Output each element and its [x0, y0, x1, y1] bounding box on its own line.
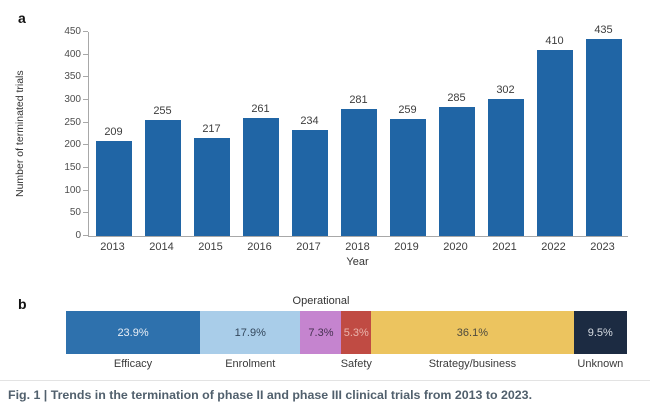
bar-2021 — [487, 99, 524, 236]
bar-value-label: 255 — [153, 105, 172, 118]
x-tick-label-2017: 2017 — [296, 241, 321, 253]
x-tick-label-2018: 2018 — [345, 241, 370, 253]
segment-label-unknown: Unknown — [577, 358, 624, 370]
y-tick-label: 150 — [64, 162, 81, 173]
y-tick-mark — [83, 53, 88, 55]
bar-value-label: 302 — [496, 84, 515, 97]
y-tick-label: 350 — [64, 71, 81, 83]
y-tick-label: 50 — [69, 207, 81, 219]
y-tick-label: 0 — [75, 230, 81, 241]
bar-2019 — [389, 118, 426, 236]
x-axis-tick-labels: 2013 2014 2015 2016 2017 2018 2019 2020 2021 2022… — [88, 241, 627, 253]
y-tick-mark — [83, 31, 88, 32]
x-tick-label-2021: 2021 — [492, 241, 517, 253]
bar-2020 — [438, 106, 475, 236]
bar-2017 — [291, 129, 328, 236]
x-tick-label-2020: 2020 — [443, 241, 468, 253]
segment-label-enrolment: Enrolment — [225, 358, 276, 370]
bar-column-2022: 410 — [530, 35, 579, 236]
y-tick-mark — [83, 167, 88, 168]
bar-column-2014: 255 — [138, 105, 187, 236]
y-tick-mark — [83, 99, 88, 100]
x-tick-label-2023: 2023 — [590, 241, 615, 253]
bar-2016 — [242, 117, 279, 236]
bar-column-2015: 217 — [187, 123, 236, 236]
segment-efficacy: 23.9% — [66, 311, 201, 354]
bar-value-label: 259 — [398, 103, 417, 116]
bar-value-label: 261 — [251, 102, 270, 115]
bar-column-2018: 281 — [334, 94, 383, 236]
segment-safety: 5.3% — [341, 311, 372, 354]
x-axis-title: Year — [346, 256, 369, 268]
bar-value-label: 209 — [104, 126, 123, 139]
y-tick-mark — [83, 144, 88, 146]
bar-2018 — [340, 108, 377, 236]
x-tick-label-2019: 2019 — [394, 241, 419, 253]
segment-operational: 7.3% — [300, 311, 342, 354]
bar-value-label: 281 — [349, 93, 368, 106]
segment-enrolment: 17.9% — [200, 311, 301, 354]
bar-chart-plot-area: 209 255 217 261 234 281 259 285 302 410 435 0 50 100… — [64, 24, 628, 241]
bar-column-2017: 234 — [285, 115, 334, 236]
y-tick-mark — [83, 212, 88, 214]
x-tick-label-2022: 2022 — [541, 241, 566, 253]
x-tick-label-2016: 2016 — [247, 241, 272, 253]
panel-a-label: a — [18, 10, 26, 26]
bar-column-2019: 259 — [383, 104, 432, 236]
bar-value-label: 234 — [300, 114, 319, 127]
segment-strategy-business: 36.1% — [371, 311, 574, 354]
x-tick-label-2014: 2014 — [149, 241, 174, 253]
segment-label-strategy-business: Strategy/business — [428, 358, 517, 370]
y-tick-label: 400 — [64, 48, 81, 60]
y-tick-label: 250 — [64, 116, 81, 128]
bar-2013 — [95, 141, 132, 236]
bar-2014 — [144, 120, 181, 236]
caption-divider — [0, 380, 650, 381]
figure-caption: Fig. 1 | Trends in the termination of ph… — [8, 388, 533, 402]
y-tick-label: 300 — [64, 94, 81, 105]
y-tick-mark — [83, 235, 88, 236]
segment-label-safety: Safety — [340, 358, 372, 370]
panel-b-label: b — [18, 296, 27, 312]
y-tick-label: 200 — [64, 139, 81, 151]
bar-column-2021: 302 — [481, 84, 530, 236]
y-tick-mark — [83, 76, 88, 78]
bars-row: 209 255 217 261 234 281 259 285 302 410 435 — [89, 24, 628, 236]
operational-segment-label: Operational — [292, 295, 350, 307]
segment-labels-row: Efficacy Enrolment Safety Strategy/business… — [66, 358, 627, 372]
bar-column-2016: 261 — [236, 103, 285, 236]
x-tick-label-2013: 2013 — [100, 241, 125, 253]
segment-unknown: 9.5% — [573, 311, 627, 354]
bar-2022 — [536, 50, 573, 236]
bar-column-2023: 435 — [579, 24, 628, 236]
segment-label-efficacy: Efficacy — [113, 358, 153, 370]
bar-value-label: 410 — [545, 35, 564, 48]
bar-value-label: 285 — [447, 91, 466, 104]
bar-2015 — [193, 137, 230, 236]
y-tick-label: 450 — [64, 26, 81, 37]
stacked-bar: 23.9% 17.9% 7.3% 5.3% 36.1% 9.5% — [66, 311, 627, 354]
x-tick-label-2015: 2015 — [198, 241, 223, 253]
bar-column-2013: 209 — [89, 126, 138, 236]
bar-value-label: 217 — [202, 122, 221, 135]
bar-value-label: 435 — [594, 23, 613, 36]
y-tick-mark — [83, 189, 88, 191]
bar-column-2020: 285 — [432, 92, 481, 236]
y-axis-title: Number of terminated trials — [14, 70, 26, 198]
y-tick-mark — [83, 121, 88, 123]
bar-2023 — [585, 38, 622, 236]
y-tick-label: 100 — [64, 184, 81, 196]
